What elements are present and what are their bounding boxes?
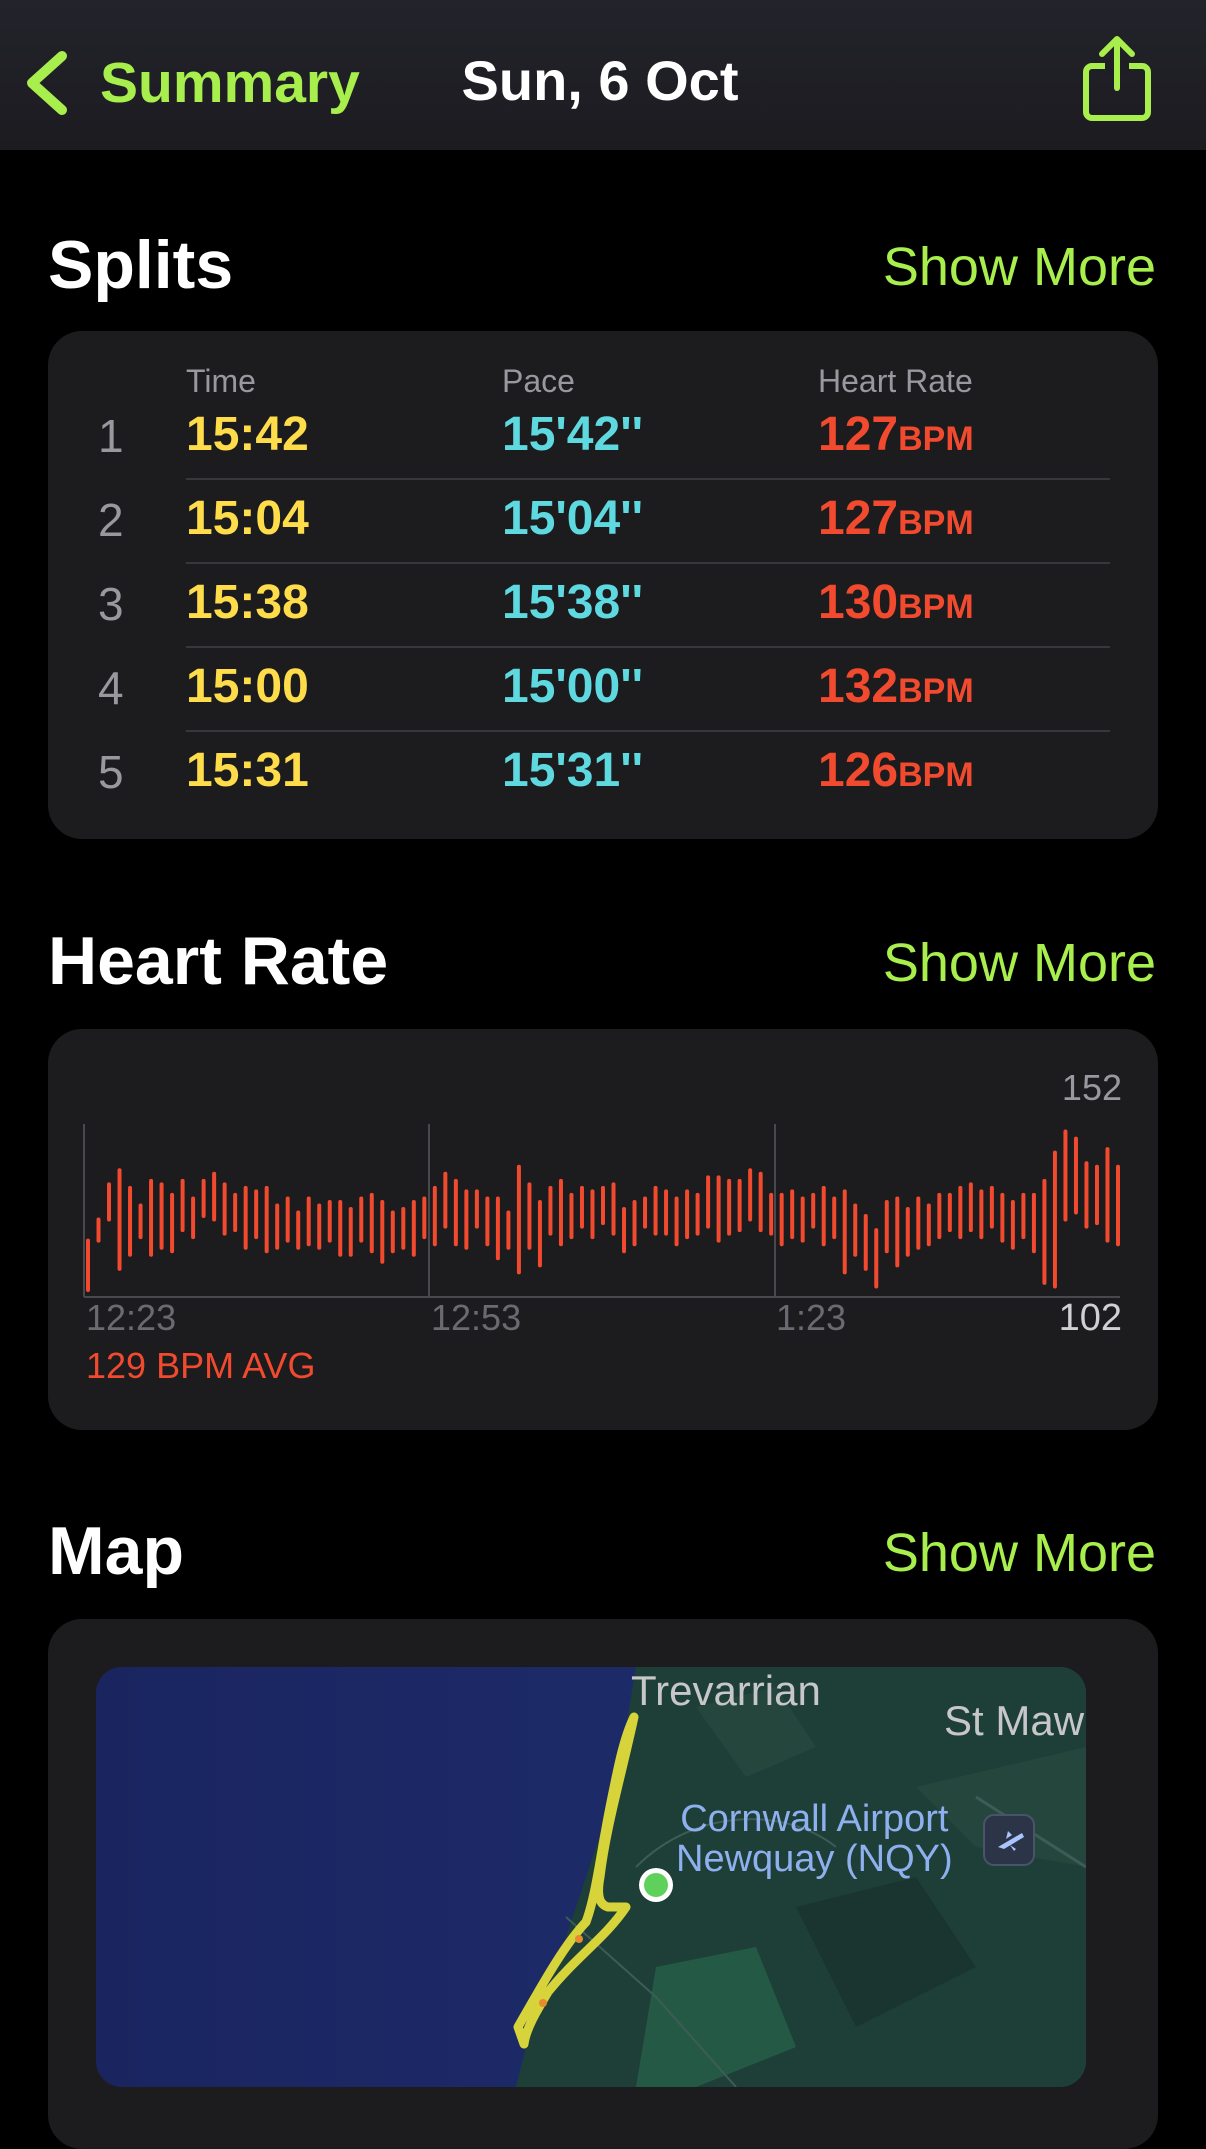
split-heart-rate: 127BPM [818,492,974,545]
land-patch [636,1947,796,2087]
airplane-icon [990,1821,1030,1861]
split-row: 3 15:38 15'38'' 130BPM [48,559,1158,643]
split-heart-rate: 130BPM [818,576,974,629]
split-row: 1 15:42 15'42'' 127BPM [48,391,1158,475]
divider [186,478,1110,480]
split-index: 4 [98,662,124,714]
road [635,1818,837,1868]
land-patch [916,1747,1086,1867]
heart-rate-chart [83,1124,1120,1298]
divider [186,562,1110,564]
route-marker [575,1935,583,1943]
heart-rate-card[interactable]: 152 12:23 12:53 1:23 102 129 BPM AVG [48,1029,1158,1430]
time-column-header: Time [186,363,256,399]
share-icon[interactable] [1080,34,1160,124]
route-marker [539,1999,547,2007]
split-heart-rate: 127BPM [818,408,974,461]
split-pace: 15'00'' [502,660,644,713]
pace-column-header: Pace [502,363,575,399]
heart-rate-show-more-button[interactable]: Show More [882,933,1156,993]
navigation-bar: Summary Sun, 6 Oct [0,0,1206,150]
split-row: 4 15:00 15'00'' 132BPM [48,643,1158,727]
time-tick-label: 12:23 [86,1297,177,1338]
map-town-label: Trevarrian [631,1667,821,1714]
hr-min-label: 102 [1058,1297,1122,1339]
map-show-more-button[interactable]: Show More [882,1523,1156,1583]
split-pace: 15'42'' [502,408,644,461]
back-button[interactable]: Summary [100,51,360,115]
split-pace: 15'04'' [502,492,644,545]
split-heart-rate: 132BPM [818,660,974,713]
split-heart-rate: 126BPM [818,744,974,797]
page-title: Sun, 6 Oct [461,49,739,112]
map-title: Map [48,1513,184,1589]
map-canvas [96,1667,1086,2087]
hr-max-label: 152 [1061,1067,1122,1108]
split-time: 15:04 [186,492,309,545]
splits-title: Splits [48,227,234,303]
time-tick-label: 1:23 [776,1297,847,1338]
split-time: 15:00 [186,660,309,713]
split-row: 2 15:04 15'04'' 127BPM [48,475,1158,559]
split-index: 2 [98,494,124,546]
split-index: 1 [98,410,124,462]
splits-show-more-button[interactable]: Show More [882,237,1156,297]
split-pace: 15'38'' [502,576,644,629]
split-time: 15:38 [186,576,309,629]
map-card[interactable]: Trevarrian St Maw Cornwall Airport Newqu… [48,1619,1158,2149]
split-index: 5 [98,746,124,798]
chevron-left-icon[interactable] [22,48,82,118]
land-patch [696,1687,816,1777]
split-row: 5 15:31 15'31'' 126BPM [48,727,1158,811]
divider [186,730,1110,732]
split-time: 15:42 [186,408,309,461]
map-town-label: St Maw [944,1697,1085,1744]
splits-card: Time Pace Heart Rate 1 15:42 15'42'' 127… [48,331,1158,839]
heart-rate-column-header: Heart Rate [818,363,973,399]
land-patch [796,1877,976,2027]
heart-rate-title: Heart Rate [48,923,389,999]
hr-average-label: 129 BPM AVG [86,1345,316,1386]
airport-icon-bg [983,1814,1035,1866]
route-map[interactable]: Trevarrian St Maw Cornwall Airport Newqu… [96,1667,1086,2087]
split-index: 3 [98,578,124,630]
start-marker-dot [644,1873,668,1897]
route-line [513,1712,639,2049]
divider [186,646,1110,648]
airport-label: Cornwall Airport Newquay (NQY) [676,1798,953,1880]
split-pace: 15'31'' [502,744,644,797]
split-time: 15:31 [186,744,309,797]
time-tick-label: 12:53 [431,1297,522,1338]
